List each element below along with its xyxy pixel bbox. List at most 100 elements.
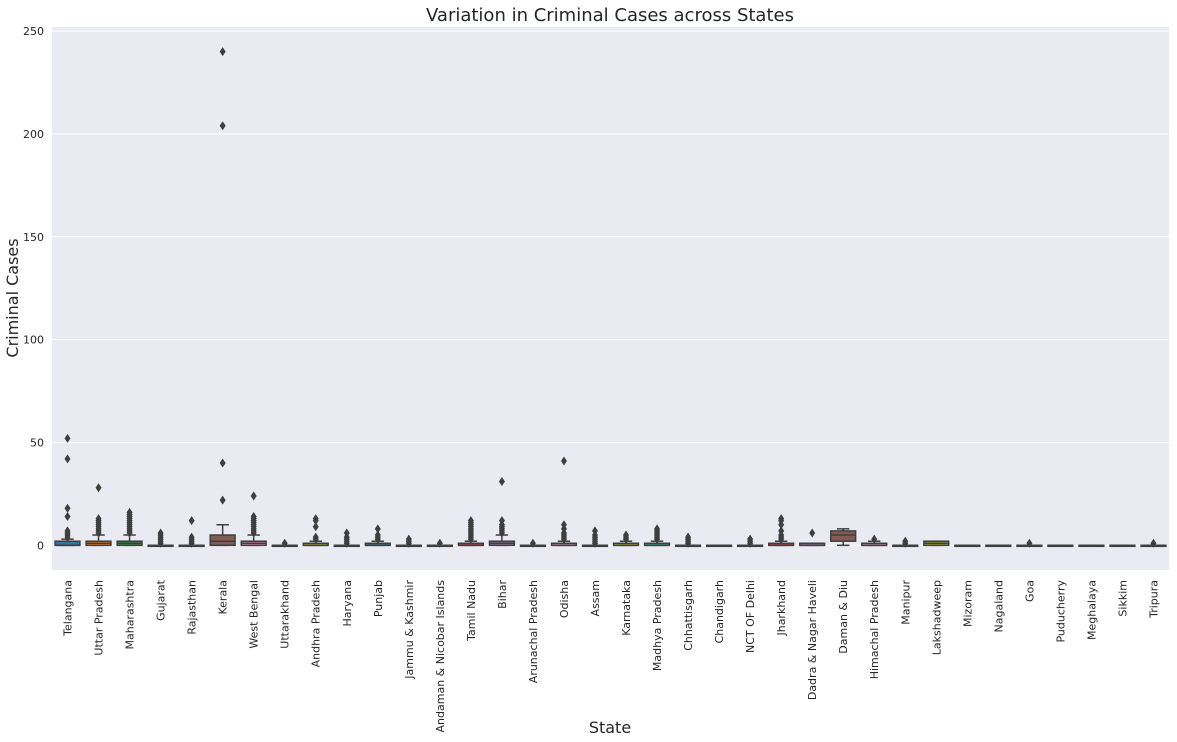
box-group — [1047, 544, 1074, 548]
x-axis-label: State — [589, 718, 631, 737]
outlier-point — [64, 433, 71, 443]
box-group — [892, 536, 919, 548]
outlier-point — [343, 528, 350, 538]
x-tick-label: Uttarakhand — [279, 580, 292, 649]
outlier-point — [219, 47, 226, 57]
outlier-point — [188, 516, 195, 526]
y-tick-label: 100 — [23, 334, 44, 347]
outlier-point — [157, 528, 164, 538]
box — [830, 530, 857, 542]
outlier-point — [219, 495, 226, 505]
x-tick-label: Kerala — [217, 580, 230, 615]
x-tick-label: Dadra & Nagar Haveli — [806, 580, 819, 700]
x-tick-label: Madhya Pradesh — [651, 580, 664, 671]
x-tick-label: Goa — [1023, 580, 1036, 602]
outlier-point — [64, 512, 71, 522]
outlier-point — [467, 516, 474, 526]
box-group — [705, 544, 733, 548]
x-tick-label: Sikkim — [1116, 580, 1129, 617]
box-group — [830, 528, 857, 547]
outlier-point — [685, 532, 692, 542]
outlier-point — [1150, 538, 1157, 548]
x-tick-label: Mizoram — [961, 580, 974, 627]
outlier-point — [374, 530, 381, 540]
y-tick-labels: 0 50 100 150 200 250 — [23, 25, 44, 552]
box-group — [364, 524, 391, 547]
x-tick-label: West Bengal — [248, 580, 261, 649]
outlier-point — [778, 526, 785, 536]
x-tick-label: NCT OF Delhi — [744, 580, 757, 653]
box-group — [488, 477, 516, 547]
x-tick-label: Rajasthan — [186, 580, 199, 635]
x-tick-label: Himachal Pradesh — [868, 580, 881, 679]
x-tick-label: Arunachal Pradesh — [527, 580, 540, 683]
box-group — [954, 544, 981, 548]
box-group — [178, 516, 205, 548]
box-group — [395, 534, 422, 548]
x-tick-label: Jammu & Kashmir — [403, 580, 416, 680]
x-tick-label: Assam — [589, 580, 602, 616]
outlier-point — [623, 530, 630, 540]
x-tick-label: Telangana — [62, 580, 75, 637]
box-group — [426, 538, 454, 548]
box-group — [799, 528, 826, 547]
outlier-point — [250, 491, 257, 501]
x-tick-label: Manipur — [899, 580, 912, 625]
x-tick-label: Lakshadweep — [930, 580, 943, 655]
outlier-point — [902, 536, 909, 546]
box-group — [674, 532, 702, 548]
box-group — [923, 540, 950, 547]
box-group — [85, 483, 112, 547]
box-group — [550, 456, 578, 547]
box-group — [861, 534, 888, 547]
outlier-point — [1026, 538, 1033, 548]
outlier-point — [778, 514, 785, 524]
x-tick-label: Karnataka — [620, 580, 633, 636]
chart-title: Variation in Criminal Cases across State… — [426, 5, 794, 26]
y-tick-label: 0 — [37, 539, 44, 552]
outlier-point — [219, 121, 226, 131]
outlier-point — [498, 477, 505, 487]
box-group — [1109, 544, 1136, 548]
outlier-point — [747, 534, 754, 544]
y-gridlines — [52, 30, 1169, 546]
box-group — [985, 544, 1012, 548]
x-tick-label: Odisha — [558, 580, 571, 618]
box-group — [643, 524, 671, 547]
x-tick-label: Andaman & Nicobar Islands — [434, 580, 447, 733]
box-group — [612, 530, 640, 547]
box-group — [581, 526, 609, 548]
box-group — [116, 507, 143, 547]
outlier-point — [95, 483, 102, 493]
outlier-point — [64, 454, 71, 464]
x-tick-label: Bihar — [496, 580, 509, 609]
outlier-point — [188, 532, 195, 542]
box-group — [736, 534, 764, 548]
outlier-point — [809, 528, 816, 538]
y-tick-label: 250 — [23, 25, 44, 38]
x-tick-label: Punjab — [372, 580, 385, 617]
x-tick-label: Maharashtra — [124, 580, 137, 650]
box-group — [1078, 544, 1105, 548]
boxes — [54, 47, 1167, 548]
x-tick-label: Nagaland — [992, 580, 1005, 632]
outlier-point — [529, 538, 536, 548]
box — [209, 534, 236, 547]
x-tick-label: Puducherry — [1054, 580, 1067, 643]
x-tick-label: Gujarat — [155, 579, 168, 621]
box-group — [519, 538, 547, 548]
x-tick-label: Meghalaya — [1085, 580, 1098, 640]
y-axis-label: Criminal Cases — [3, 238, 22, 357]
outlier-point — [219, 458, 226, 468]
box-group — [240, 491, 267, 547]
box-group — [147, 528, 174, 548]
x-tick-label: Tripura — [1147, 580, 1160, 619]
outlier-point — [374, 524, 381, 534]
outlier-point — [312, 532, 319, 542]
outlier-point — [560, 520, 567, 530]
box-group — [302, 514, 329, 547]
outlier-point — [95, 514, 102, 524]
outlier-point — [654, 524, 661, 534]
x-tick-label: Daman & Diu — [837, 580, 850, 654]
